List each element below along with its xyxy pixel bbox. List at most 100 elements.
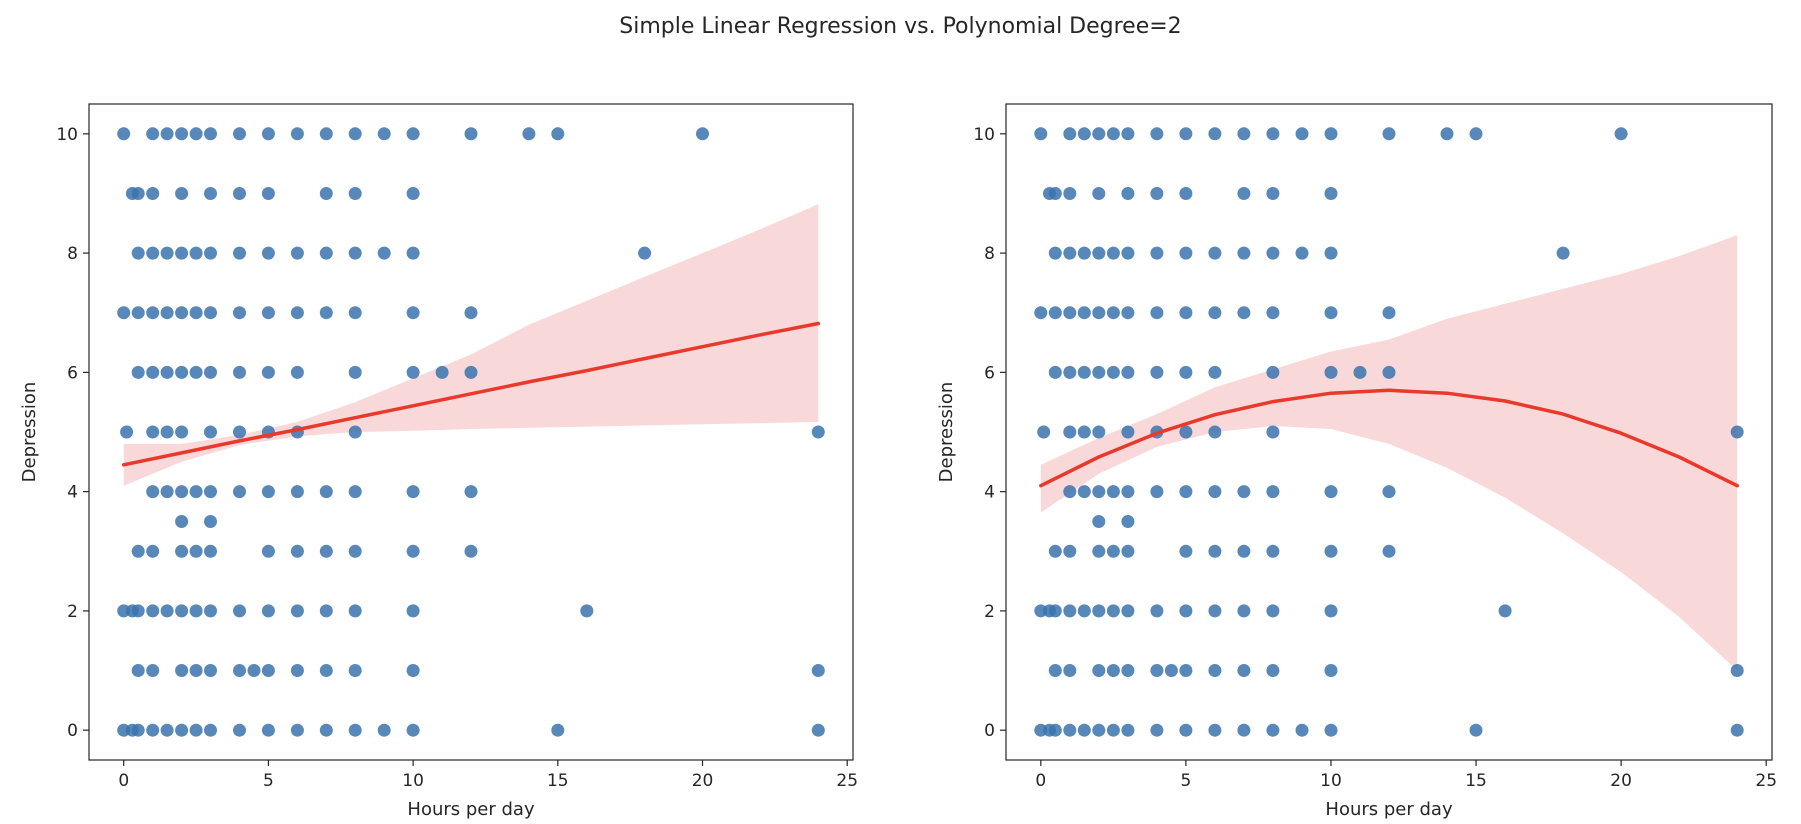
scatter-point bbox=[175, 723, 189, 737]
chart-panel-left: 0 5 10 15 20 25 0 2 4 6 8 10 Hours per day Depression bbox=[19, 103, 858, 820]
scatter-point bbox=[117, 127, 131, 141]
scatter-point bbox=[290, 664, 304, 677]
scatter-point bbox=[189, 544, 203, 558]
scatter-point bbox=[189, 246, 203, 260]
scatter-point bbox=[1034, 127, 1048, 141]
scatter-point bbox=[406, 544, 420, 558]
scatter-point bbox=[1121, 306, 1135, 320]
fit-line bbox=[121, 321, 821, 467]
scatter-point bbox=[1063, 187, 1077, 200]
scatter-point bbox=[1063, 365, 1077, 379]
scatter-point bbox=[1063, 723, 1077, 737]
scatter-point bbox=[1092, 485, 1106, 499]
scatter-point bbox=[377, 246, 391, 260]
scatter-point bbox=[189, 664, 203, 677]
scatter-point bbox=[1092, 127, 1106, 141]
scatter-point bbox=[189, 365, 203, 379]
scatter-point bbox=[1179, 485, 1193, 499]
scatter-point bbox=[204, 246, 217, 260]
scatter-point bbox=[1121, 246, 1135, 260]
scatter-point bbox=[160, 127, 174, 141]
scatter-point bbox=[406, 723, 420, 737]
scatter-point bbox=[348, 306, 362, 320]
scatter-point bbox=[1179, 365, 1193, 379]
scatter-point bbox=[1324, 365, 1338, 379]
y-tick-label: 6 bbox=[67, 363, 78, 383]
scatter-point bbox=[1237, 127, 1251, 141]
scatter-point bbox=[146, 544, 160, 558]
scatter-point bbox=[811, 723, 825, 737]
scatter-point bbox=[261, 365, 275, 379]
scatter-point bbox=[435, 365, 449, 379]
scatter-point bbox=[175, 664, 189, 677]
scatter-point bbox=[175, 515, 189, 528]
scatter-point bbox=[1266, 425, 1280, 439]
scatter-point bbox=[1266, 485, 1280, 499]
scatter-point bbox=[233, 664, 246, 677]
scatter-point bbox=[406, 664, 420, 677]
scatter-point bbox=[1063, 425, 1077, 439]
scatter-point bbox=[1498, 604, 1512, 618]
scatter-point bbox=[1730, 425, 1744, 439]
y-tick-label: 10 bbox=[973, 125, 995, 145]
scatter-point bbox=[348, 723, 362, 737]
scatter-point bbox=[146, 425, 160, 439]
scatter-point bbox=[204, 604, 217, 618]
scatter-point bbox=[1092, 664, 1106, 677]
plot-area-left bbox=[117, 127, 825, 737]
x-tick-label: 5 bbox=[1180, 771, 1191, 791]
scatter-point bbox=[1179, 604, 1193, 618]
scatter-point bbox=[1208, 544, 1222, 558]
scatter-point bbox=[1382, 306, 1396, 320]
axes-frame bbox=[88, 103, 854, 761]
scatter-point bbox=[1048, 246, 1062, 260]
scatter-point bbox=[204, 664, 217, 677]
scatter-point bbox=[464, 544, 478, 558]
x-tick-label: 15 bbox=[547, 771, 569, 791]
scatter-point bbox=[464, 365, 478, 379]
chart-panel-right: 0 5 10 15 20 25 0 2 4 6 8 10 Hours per day Depression bbox=[936, 103, 1777, 820]
scatter-point bbox=[1150, 246, 1164, 260]
scatter-point bbox=[1077, 127, 1091, 141]
x-tick-label: 0 bbox=[1035, 771, 1046, 791]
scatter-point bbox=[204, 425, 217, 439]
scatter-point bbox=[1266, 664, 1280, 677]
scatter-point bbox=[464, 127, 478, 141]
scatter-point bbox=[160, 365, 174, 379]
scatter-point bbox=[1077, 604, 1091, 618]
y-tick-label: 0 bbox=[984, 721, 995, 741]
x-tick-label: 25 bbox=[1755, 771, 1777, 791]
scatter-point bbox=[1179, 306, 1193, 320]
scatter-point bbox=[1063, 306, 1077, 320]
scatter-point bbox=[1208, 306, 1222, 320]
scatter-point bbox=[1063, 246, 1077, 260]
scatter-point bbox=[1106, 544, 1120, 558]
scatter-point bbox=[261, 664, 275, 677]
scatter-point bbox=[1382, 365, 1396, 379]
scatter-point bbox=[1237, 723, 1251, 737]
scatter-point bbox=[175, 425, 189, 439]
scatter-point bbox=[348, 544, 362, 558]
scatter-point bbox=[1092, 187, 1106, 200]
scatter-point bbox=[1092, 723, 1106, 737]
scatter-point bbox=[1121, 723, 1135, 737]
scatter-point bbox=[1048, 365, 1062, 379]
scatter-point bbox=[204, 723, 217, 737]
scatter-point bbox=[1179, 723, 1193, 737]
scatter-point bbox=[1179, 544, 1193, 558]
scatter-point bbox=[1077, 425, 1091, 439]
scatter-point bbox=[1121, 544, 1135, 558]
scatter-point bbox=[189, 604, 203, 618]
scatter-point bbox=[348, 187, 362, 200]
scatter-point bbox=[146, 365, 160, 379]
scatter-point bbox=[233, 187, 246, 200]
confidence-band bbox=[1040, 235, 1738, 671]
scatter-point bbox=[189, 306, 203, 320]
scatter-point bbox=[377, 723, 391, 737]
scatter-point bbox=[261, 723, 275, 737]
scatter-point bbox=[233, 365, 246, 379]
scatter-point bbox=[1208, 127, 1222, 141]
scatter-point bbox=[175, 246, 189, 260]
scatter-point bbox=[1048, 664, 1062, 677]
